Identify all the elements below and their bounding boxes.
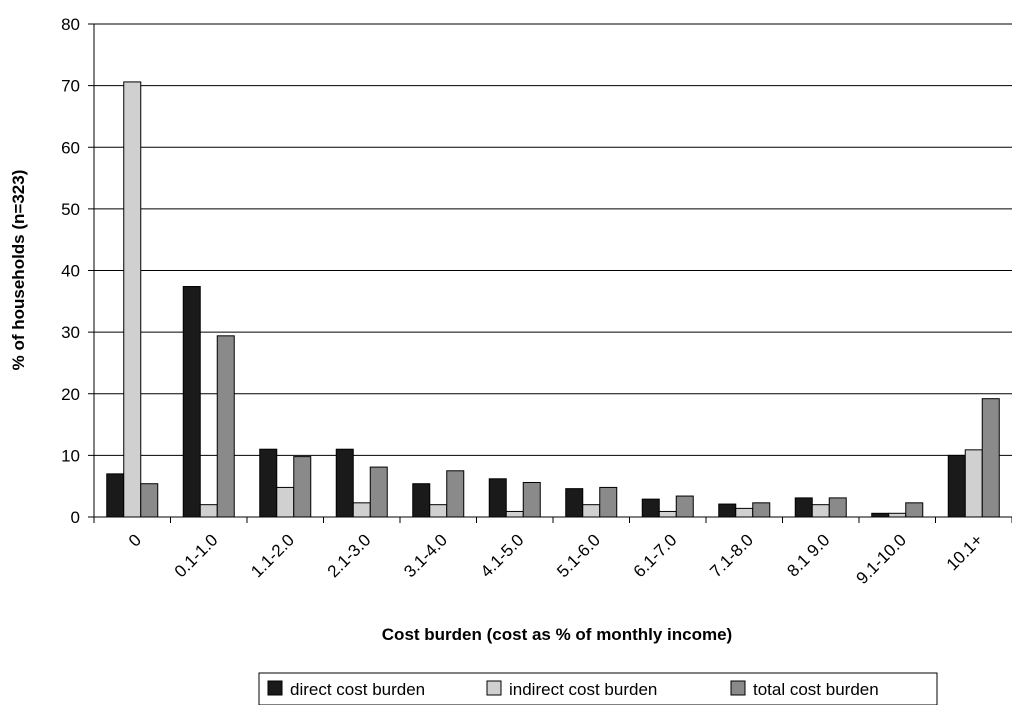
legend-frame bbox=[258, 672, 938, 705]
bar-total-cost-burden-7 bbox=[675, 495, 694, 518]
bar-indirect-cost-burden-9 bbox=[811, 504, 830, 518]
legend-label: total cost burden bbox=[753, 680, 879, 699]
x-tick-label: 1.1-2.0 bbox=[247, 530, 298, 581]
x-axis-title: Cost burden (cost as % of monthly income… bbox=[382, 625, 732, 644]
bar-direct-cost-burden-11 bbox=[947, 454, 966, 518]
bar-total-cost-burden-10 bbox=[905, 502, 924, 518]
x-tick-label: 3.1-4.0 bbox=[400, 530, 451, 581]
x-tick-label: 9.1-10.0 bbox=[853, 530, 911, 588]
bar-indirect-cost-burden-1 bbox=[199, 504, 218, 518]
y-tick-label: 50 bbox=[61, 200, 80, 219]
bar-indirect-cost-burden-0 bbox=[123, 81, 142, 518]
legend-label: indirect cost burden bbox=[509, 680, 657, 699]
y-tick-label: 70 bbox=[61, 77, 80, 96]
y-tick-label: 20 bbox=[61, 385, 80, 404]
bar-direct-cost-burden-8 bbox=[718, 503, 737, 518]
bar-direct-cost-burden-10 bbox=[871, 512, 890, 518]
bar-indirect-cost-burden-7 bbox=[658, 510, 677, 518]
bar-indirect-cost-burden-5 bbox=[505, 510, 524, 518]
x-tick-label: 10.1+ bbox=[943, 530, 987, 574]
bar-total-cost-burden-11 bbox=[981, 398, 1000, 518]
x-tick-label: 7.1-8.0 bbox=[706, 530, 757, 581]
bar-total-cost-burden-6 bbox=[599, 486, 618, 518]
legend-swatch bbox=[486, 680, 502, 696]
y-tick-labels: 0 10 20 30 40 50 60 70 80 bbox=[61, 15, 80, 527]
bar-direct-cost-burden-3 bbox=[335, 448, 354, 518]
x-tick-label: 0 bbox=[125, 530, 145, 550]
bar-total-cost-burden-1 bbox=[216, 335, 235, 518]
y-tick-label: 80 bbox=[61, 15, 80, 34]
bar-indirect-cost-burden-3 bbox=[352, 502, 371, 518]
bar-direct-cost-burden-1 bbox=[182, 286, 201, 518]
y-tick-label: 30 bbox=[61, 323, 80, 342]
bar-total-cost-burden-4 bbox=[446, 470, 465, 518]
bar-indirect-cost-burden-10 bbox=[888, 512, 907, 518]
legend: direct cost burden indirect cost burden to… bbox=[258, 672, 938, 705]
legend-swatch bbox=[730, 680, 746, 696]
x-tick-label: 4.1-5.0 bbox=[477, 530, 528, 581]
bar-direct-cost-burden-0 bbox=[106, 473, 125, 518]
bar-total-cost-burden-9 bbox=[828, 497, 847, 518]
legend-swatch bbox=[267, 680, 283, 696]
y-tick-label: 10 bbox=[61, 446, 80, 465]
bar-direct-cost-burden-4 bbox=[412, 483, 431, 518]
bar-indirect-cost-burden-4 bbox=[429, 504, 448, 518]
y-tick-label: 40 bbox=[61, 262, 80, 281]
legend-label: direct cost burden bbox=[290, 680, 425, 699]
bar-total-cost-burden-5 bbox=[522, 481, 541, 518]
bar-indirect-cost-burden-2 bbox=[276, 486, 295, 518]
x-tick-label: 5.1-6.0 bbox=[553, 530, 604, 581]
axes bbox=[88, 23, 1012, 523]
bar-indirect-cost-burden-11 bbox=[964, 449, 983, 518]
bar-total-cost-burden-2 bbox=[293, 456, 312, 518]
bar-direct-cost-burden-6 bbox=[565, 488, 584, 518]
bar-total-cost-burden-0 bbox=[140, 483, 159, 518]
gridlines bbox=[94, 23, 1012, 456]
x-tick-label: 2.1-3.0 bbox=[324, 530, 375, 581]
bar-total-cost-burden-8 bbox=[752, 502, 771, 518]
bar-direct-cost-burden-2 bbox=[259, 448, 278, 518]
bar-indirect-cost-burden-6 bbox=[582, 504, 601, 518]
bar-indirect-cost-burden-8 bbox=[735, 507, 754, 518]
x-tick-labels: 0 0.1-1.0 1.1-2.0 2.1-3.0 3.1-4.0 4.1-5.0 5.1-… bbox=[125, 530, 987, 588]
x-tick-label: 6.1-7.0 bbox=[630, 530, 681, 581]
bar-direct-cost-burden-9 bbox=[794, 497, 813, 518]
y-tick-label: 0 bbox=[71, 508, 80, 527]
bar-total-cost-burden-3 bbox=[369, 466, 388, 518]
y-axis-title: % of households (n=323) bbox=[9, 170, 28, 371]
bar-direct-cost-burden-5 bbox=[488, 478, 507, 518]
bar-direct-cost-burden-7 bbox=[641, 498, 660, 518]
y-tick-label: 60 bbox=[61, 138, 80, 157]
x-tick-label: 0.1-1.0 bbox=[171, 530, 222, 581]
x-tick-label: 8.1 9.0 bbox=[783, 530, 833, 580]
